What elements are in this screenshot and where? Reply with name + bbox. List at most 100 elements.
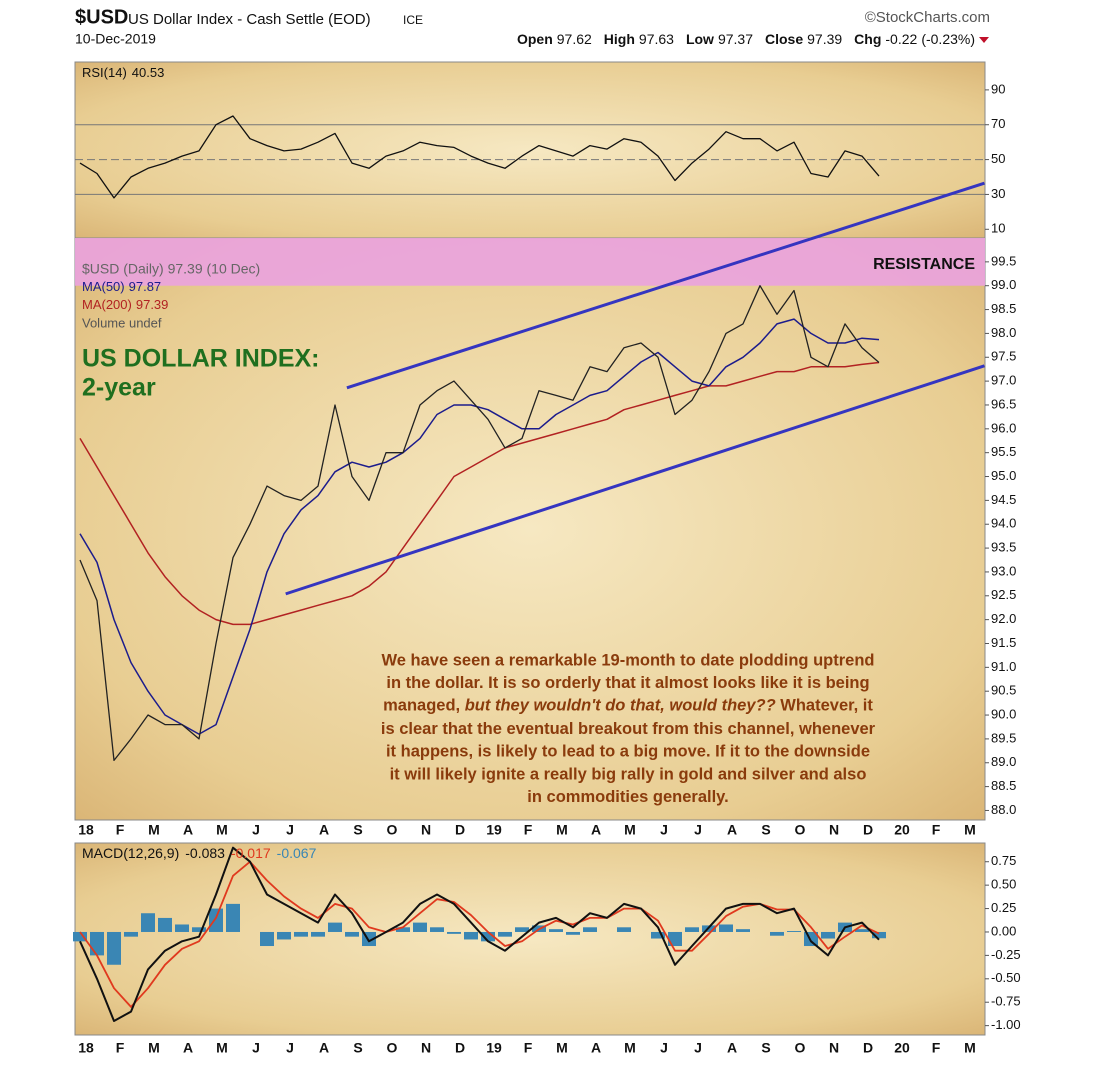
y-tick-label: 95.0: [991, 468, 1016, 483]
security-name: US Dollar Index - Cash Settle (EOD): [128, 11, 371, 28]
quote-value: 97.63: [639, 31, 674, 47]
y-tick-label: 96.5: [991, 396, 1016, 411]
channel-line: [346, 181, 985, 390]
x-tick-label: J: [694, 822, 702, 838]
legend: RSI(14) 40.53: [82, 65, 164, 80]
x-tick-label: M: [148, 1040, 160, 1056]
histogram-bar: [498, 931, 512, 937]
legend-entry: MA(50) 97.87: [82, 279, 161, 294]
x-tick-label: M: [216, 1040, 228, 1056]
x-tick-label: J: [660, 822, 668, 838]
x-tick-label: J: [694, 1040, 702, 1056]
resistance-label: RESISTANCE: [873, 256, 975, 273]
x-tick-label: J: [660, 1040, 668, 1056]
x-tick-label: D: [863, 822, 873, 838]
y-tick-label: 93.0: [991, 563, 1016, 578]
y-tick-label: 95.5: [991, 444, 1016, 459]
quote-label: Chg: [854, 31, 881, 47]
histogram-bar: [617, 927, 631, 932]
y-tick-label: 0.50: [991, 877, 1016, 892]
x-tick-label: M: [148, 822, 160, 838]
y-tick-label: 90: [991, 81, 1005, 96]
y-tick-label: -0.25: [991, 947, 1021, 962]
note-line: in the dollar. It is so orderly that it …: [386, 674, 869, 692]
x-tick-label: M: [624, 1040, 636, 1056]
x-tick-label: M: [216, 822, 228, 838]
note-line: managed, but they wouldn't do that, woul…: [383, 697, 873, 715]
x-tick-label: J: [252, 822, 260, 838]
y-tick-label: 97.0: [991, 373, 1016, 388]
histogram-bar: [736, 929, 750, 932]
legend-entry: MA(200) 97.39: [82, 297, 168, 312]
y-tick-label: 94.0: [991, 516, 1016, 531]
note-line: it will likely ignite a really big rally…: [390, 765, 867, 783]
ma200-line: [79, 361, 880, 626]
channel-line: [285, 364, 985, 596]
x-tick-label: F: [116, 822, 125, 838]
ma50-line: [79, 318, 880, 735]
y-tick-label: 97.5: [991, 349, 1016, 364]
exchange: ICE: [403, 13, 423, 27]
x-tick-label: A: [591, 1040, 601, 1056]
y-tick-label: 92.0: [991, 611, 1016, 626]
histogram-bar: [872, 931, 886, 939]
histogram-bar: [141, 913, 155, 932]
legend-name: MA(50): [82, 279, 125, 294]
y-tick-label: 0.00: [991, 923, 1016, 938]
histogram-bar: [396, 927, 410, 932]
legend-name: MA(200): [82, 297, 132, 312]
quote-value: -0.22: [885, 31, 917, 47]
histogram-bar: [481, 931, 495, 942]
x-tick-label: S: [761, 822, 770, 838]
x-tick-label: S: [353, 1040, 362, 1056]
x-tick-label: A: [727, 822, 737, 838]
x-tick-label: M: [964, 822, 976, 838]
note-part: managed,: [383, 697, 465, 715]
histogram-bar: [770, 931, 784, 936]
note-line: it happens, is likely to lead to a big m…: [386, 743, 870, 761]
legend-value: -0.083: [185, 845, 225, 861]
note-part: but they wouldn't do that, would they??: [465, 697, 776, 715]
rsi-panel: [74, 61, 986, 239]
x-tick-label: O: [387, 822, 398, 838]
histogram-bar: [787, 931, 801, 932]
y-tick-label: -1.00: [991, 1017, 1021, 1032]
quote-label: Open: [517, 31, 553, 47]
x-tick-label: O: [387, 1040, 398, 1056]
x-tick-label: F: [116, 1040, 125, 1056]
y-tick-label: -0.50: [991, 970, 1021, 985]
histogram-bar: [566, 931, 580, 935]
legend-value: -0.067: [277, 845, 317, 861]
x-tick-label: N: [421, 1040, 431, 1056]
annotation-title: US DOLLAR INDEX:: [82, 345, 320, 373]
y-tick-label: 50: [991, 151, 1005, 166]
macd-panel: [74, 842, 986, 1036]
histogram-bar: [192, 927, 206, 932]
x-tick-label: F: [524, 822, 533, 838]
symbol: $USD: [75, 6, 128, 28]
quote-value: 97.62: [557, 31, 592, 47]
histogram-bar: [260, 931, 274, 947]
y-tick-label: 88.5: [991, 778, 1016, 793]
y-tick-label: 94.5: [991, 492, 1016, 507]
histogram-bar: [821, 931, 835, 939]
histogram-bar: [124, 931, 138, 937]
histogram-bar: [719, 924, 733, 932]
x-tick-label: O: [795, 822, 806, 838]
histogram-bar: [413, 922, 427, 932]
date: 10-Dec-2019: [75, 31, 156, 47]
annotation-title: 2-year: [82, 374, 156, 402]
histogram-bar: [226, 903, 240, 932]
y-tick-label: 0.75: [991, 853, 1016, 868]
y-tick-label: 98.5: [991, 301, 1016, 316]
histogram-bar: [311, 931, 325, 937]
x-tick-label: 19: [486, 1040, 502, 1056]
price-line: [79, 285, 880, 762]
legend-value: 40.53: [132, 65, 165, 80]
x-tick-label: O: [795, 1040, 806, 1056]
x-tick-label: M: [556, 822, 568, 838]
x-tick-label: S: [353, 822, 362, 838]
y-tick-label: -0.75: [991, 994, 1021, 1009]
quote-label: Low: [686, 31, 714, 47]
x-tick-label: A: [183, 822, 193, 838]
